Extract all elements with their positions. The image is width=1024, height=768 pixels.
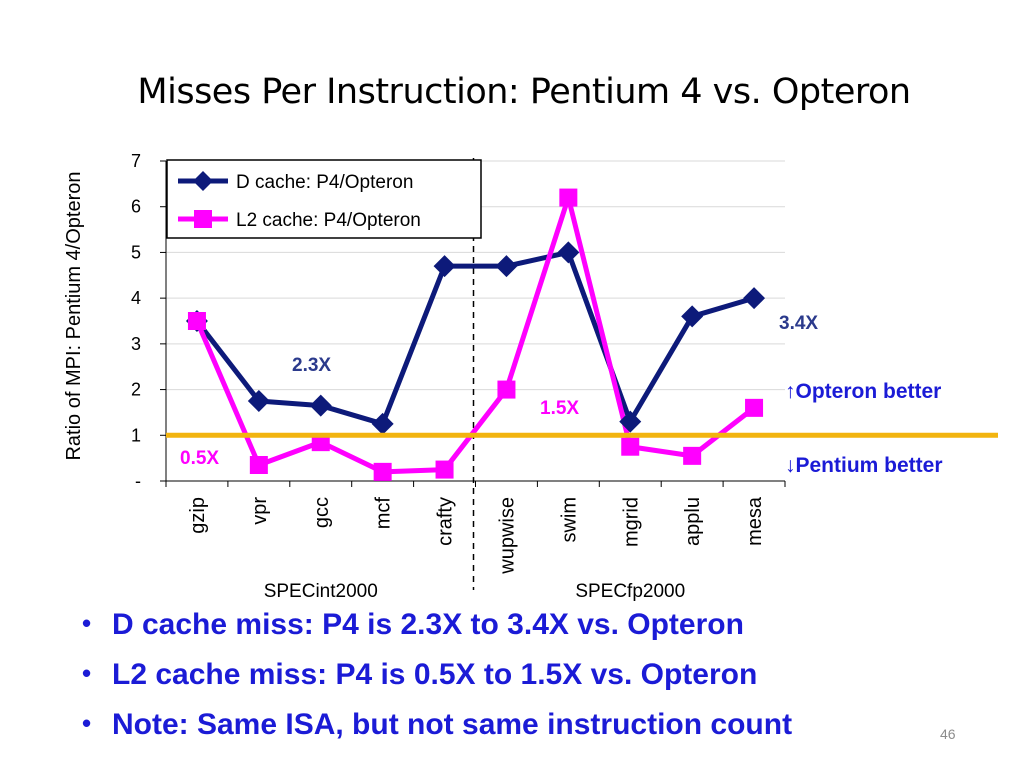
- annotation-label: 2.3X: [292, 355, 331, 376]
- annotation-label: 0.5X: [180, 448, 219, 469]
- bullet-item: • D cache miss: P4 is 2.3X to 3.4X vs. Op…: [80, 608, 792, 658]
- page-number: 46: [940, 726, 956, 742]
- l2cache-point: [373, 462, 392, 481]
- annotation-label: 3.4X: [779, 313, 818, 334]
- bullet-dot-icon: •: [82, 658, 92, 688]
- dcache-point: [371, 412, 394, 435]
- legend-box: [166, 159, 482, 239]
- x-category-label: vpr: [249, 497, 271, 525]
- y-axis-title: Ratio of MPI: Pentium 4/Opteron: [63, 171, 85, 460]
- y-tick-label: 4: [131, 288, 141, 308]
- l2cache-point: [249, 456, 268, 474]
- bullet-list: • D cache miss: P4 is 2.3X to 3.4X vs. Op…: [80, 608, 792, 758]
- x-category-label: crafty: [435, 497, 457, 546]
- l2cache-point: [187, 312, 206, 330]
- l2cache-point: [621, 437, 640, 456]
- x-category-label: gcc: [311, 497, 333, 528]
- annotation-label: 1.5X: [540, 398, 579, 419]
- mpi-line-chart: - 1 2 3 4 5 6 7 gzip vpr gcc mcf crafty wupwise swim mg…: [63, 151, 998, 602]
- x-category-label: gzip: [187, 497, 209, 534]
- legend-label: D cache: P4/Opteron: [236, 172, 413, 193]
- x-category-label: mcf: [373, 497, 395, 530]
- dcache-point: [557, 241, 580, 264]
- y-tick-label: 7: [131, 151, 141, 171]
- l2cache-series-line: [194, 195, 756, 475]
- bullet-dot-icon: •: [82, 708, 92, 738]
- y-tick-label: 5: [131, 242, 141, 262]
- slide-title: Misses Per Instruction: Pentium 4 vs. Op…: [137, 72, 911, 112]
- dcache-series-line: [194, 249, 755, 427]
- l2cache-point: [497, 380, 516, 399]
- bullet-item: • Note: Same ISA, but not same instructio…: [80, 708, 792, 758]
- group-label: SPECfp2000: [575, 581, 685, 602]
- bullet-text: D cache miss: P4 is 2.3X to 3.4X vs. Opt…: [112, 608, 744, 641]
- bullet-item: • L2 cache miss: P4 is 0.5X to 1.5X vs. O…: [80, 658, 792, 708]
- dcache-point: [495, 255, 518, 278]
- dcache-point: [247, 390, 270, 412]
- annotation-label: ↑Opteron better: [785, 380, 941, 403]
- l2cache-point: [559, 188, 578, 207]
- group-label: SPECint2000: [264, 581, 378, 602]
- legend-marker-diamond: [193, 171, 213, 191]
- y-tick-label: -: [135, 471, 141, 491]
- y-tick-label: 3: [131, 334, 141, 354]
- dcache-point: [681, 305, 704, 328]
- l2cache-point: [435, 460, 454, 479]
- dcache-point: [619, 410, 642, 433]
- y-tick-label: 1: [131, 425, 141, 445]
- annotation-label: ↓Pentium better: [785, 454, 943, 477]
- y-tick-label: 6: [131, 197, 141, 217]
- x-category-label: mgrid: [620, 497, 642, 547]
- l2cache-point: [745, 398, 764, 417]
- bullet-text: Note: Same ISA, but not same instruction…: [112, 708, 793, 741]
- x-category-label: wupwise: [496, 497, 518, 575]
- l2cache-point: [683, 446, 702, 465]
- legend-marker-square: [194, 210, 212, 228]
- bullet-text: L2 cache miss: P4 is 0.5X to 1.5X vs. Op…: [112, 658, 758, 691]
- legend-label: L2 cache: P4/Opteron: [236, 210, 421, 231]
- x-category-label: applu: [682, 497, 704, 546]
- x-category-label: swim: [558, 497, 580, 543]
- dcache-point: [309, 394, 332, 417]
- dcache-point: [433, 255, 456, 278]
- dcache-point: [743, 287, 766, 310]
- bullet-dot-icon: •: [82, 608, 92, 638]
- y-tick-label: 2: [131, 380, 141, 400]
- x-category-label: mesa: [744, 496, 766, 546]
